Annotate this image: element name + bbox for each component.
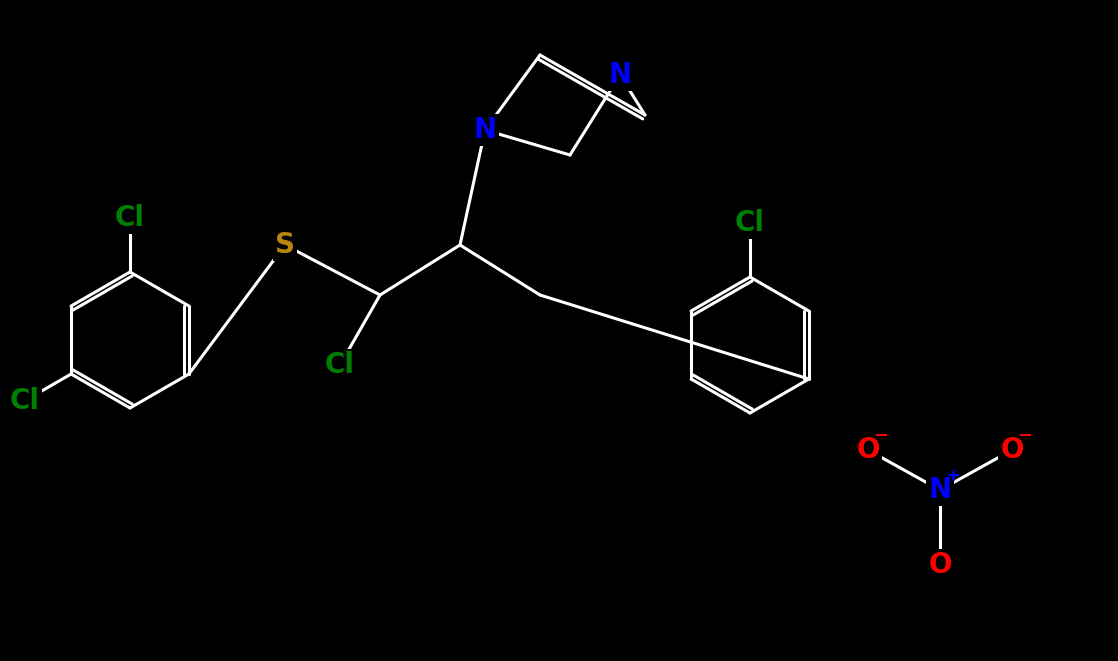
Text: +: + xyxy=(946,467,960,485)
Text: Cl: Cl xyxy=(115,204,145,232)
Text: N: N xyxy=(928,476,951,504)
Text: Cl: Cl xyxy=(735,209,765,237)
Text: −: − xyxy=(873,427,889,445)
Text: O: O xyxy=(856,436,880,464)
Text: Cl: Cl xyxy=(325,351,356,379)
Text: S: S xyxy=(275,231,295,259)
Text: Cl: Cl xyxy=(9,387,39,415)
Text: −: − xyxy=(1017,427,1033,445)
Text: O: O xyxy=(1001,436,1024,464)
Text: N: N xyxy=(473,116,496,144)
Text: N: N xyxy=(608,61,632,89)
Text: O: O xyxy=(928,551,951,579)
